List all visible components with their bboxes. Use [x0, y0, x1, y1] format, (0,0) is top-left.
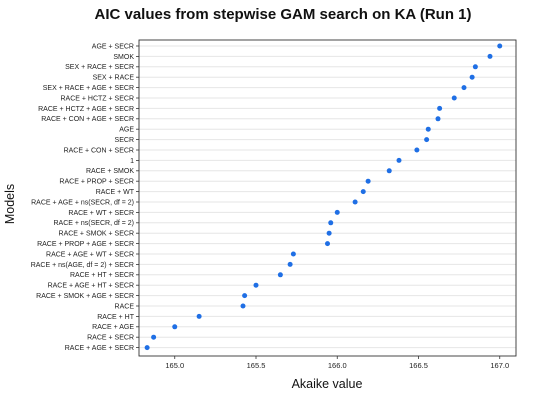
x-tick-label: 165.5 — [247, 361, 266, 370]
y-tick-label: RACE + WT — [96, 189, 135, 196]
data-point — [437, 105, 443, 111]
y-tick-label: AGE — [119, 127, 134, 134]
grid-layer — [139, 45, 516, 349]
y-tick-label: SEX + RACE + SECR — [65, 64, 134, 71]
data-point — [487, 53, 493, 59]
data-point — [424, 137, 430, 143]
y-tick-label: RACE + AGE + HT + SECR — [48, 283, 134, 290]
y-tick-label: SEX + RACE + AGE + SECR — [43, 85, 134, 92]
chart-title: AIC values from stepwise GAM search on K… — [94, 6, 471, 23]
data-point — [352, 199, 358, 205]
y-tick-label: RACE + ns(SECR, df = 2) — [53, 220, 134, 227]
y-tick-label: RACE + AGE + WT + SECR — [46, 251, 134, 258]
data-point — [253, 282, 259, 288]
y-tick-label: 1 — [130, 158, 134, 165]
y-tick-label: SECR — [115, 137, 134, 144]
x-axis-title: Akaike value — [292, 377, 363, 391]
x-tick-label: 167.0 — [490, 361, 509, 370]
y-tick-label: RACE + AGE + ns(SECR, df = 2) — [31, 199, 134, 206]
data-point — [290, 251, 296, 257]
x-tick-label: 166.5 — [409, 361, 428, 370]
data-point — [328, 220, 334, 226]
y-tick-label: SEX + RACE — [93, 75, 135, 82]
x-tick-label: 166.0 — [328, 361, 347, 370]
y-tick-label: RACE — [115, 303, 135, 310]
y-tick-label: RACE + PROP + AGE + SECR — [37, 241, 134, 248]
y-tick-label: SMOK — [113, 54, 134, 61]
data-point — [414, 147, 420, 153]
data-point — [240, 303, 246, 309]
data-point — [326, 230, 332, 236]
y-tick-label: RACE + HCTZ + AGE + SECR — [38, 106, 134, 113]
data-point — [497, 43, 503, 49]
y-tick-label: RACE + CON + AGE + SECR — [41, 116, 134, 123]
data-point — [425, 126, 431, 132]
data-point — [469, 74, 475, 80]
x-tick-label: 165.0 — [165, 361, 184, 370]
data-point — [360, 189, 366, 195]
y-tick-label: RACE + SMOK + AGE + SECR — [36, 293, 134, 300]
y-tick-label: RACE + SMOK — [86, 168, 134, 175]
data-points — [144, 43, 503, 351]
y-tick-label: RACE + HCTZ + SECR — [60, 95, 134, 102]
data-point — [242, 293, 248, 299]
y-tick-label: RACE + HT + SECR — [70, 272, 134, 279]
data-point — [144, 345, 150, 351]
data-point — [365, 178, 371, 184]
y-tick-label: RACE + WT + SECR — [68, 210, 134, 217]
y-tick-label: RACE + HT — [97, 314, 134, 321]
data-point — [196, 313, 202, 319]
data-point — [334, 209, 340, 215]
plot-panel — [138, 39, 517, 357]
data-point — [461, 85, 467, 91]
data-point — [151, 334, 157, 340]
data-point — [287, 261, 293, 267]
y-tick-label: RACE + ns(AGE, df = 2) + SECR — [31, 262, 134, 269]
y-tick-label: AGE + SECR — [92, 43, 134, 50]
y-tick-label: RACE + AGE + SECR — [65, 345, 134, 352]
y-tick-label: RACE + PROP + SECR — [59, 179, 134, 186]
data-point — [325, 241, 330, 247]
data-point — [435, 116, 441, 122]
x-tick-labels: 165.0 165.5 166.0 166.5 167.0 — [165, 361, 509, 370]
data-point — [277, 272, 283, 278]
data-point — [451, 95, 457, 101]
y-tick-label: RACE + SMOK + SECR — [59, 231, 134, 238]
y-axis-title: Models — [3, 184, 17, 224]
y-tick-label: RACE + CON + SECR — [64, 147, 134, 154]
y-tick-labels: AGE + SECR SMOK SEX + RACE + SECR SEX + RAC… — [31, 43, 135, 352]
data-point — [396, 157, 402, 163]
y-tick-label: RACE + AGE — [92, 324, 134, 331]
tick-layer — [136, 45, 501, 359]
data-point — [172, 324, 178, 330]
data-point — [472, 64, 478, 70]
y-tick-label: RACE + SECR — [87, 335, 134, 342]
data-point — [386, 168, 392, 174]
